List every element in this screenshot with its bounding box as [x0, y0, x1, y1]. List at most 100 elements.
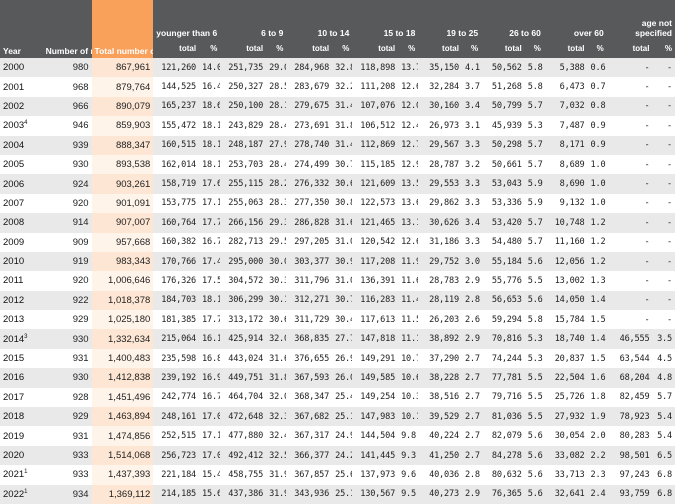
table-row: 2004 939888,347160,51518.1248,18727.9278,… [0, 135, 675, 155]
cell-age-percent: 5.7 [524, 232, 544, 252]
cell-age-percent: - [652, 232, 675, 252]
cell-age-total: 106,512 [352, 116, 399, 136]
year-value: 2012 [3, 294, 25, 306]
subheader-percent: % [199, 40, 221, 58]
cell-age-percent: - [652, 96, 675, 117]
cell-age-total: 53,420 [481, 213, 525, 233]
cell-year: 2009 [0, 232, 43, 252]
cell-age-percent: 29.5 [266, 232, 287, 252]
year-value: 2015 [3, 353, 25, 365]
cell-age-percent: 1.8 [587, 387, 607, 408]
cell-age-percent: 1.0 [587, 193, 607, 214]
subheader-percent: % [652, 40, 675, 58]
cell-age-percent: 3.2 [461, 154, 482, 175]
cell-age-total: 122,573 [352, 193, 399, 214]
cell-age-percent: 3.3 [461, 232, 482, 252]
cell-age-percent: 18.1 [199, 135, 221, 155]
cell-age-percent: 2.7 [461, 368, 482, 388]
cell-year: 2018 [0, 407, 43, 427]
cell-age-percent: 2.3 [587, 465, 607, 485]
cell-age-total: 136,391 [352, 271, 399, 291]
cell-age-total: 29,553 [418, 174, 462, 194]
cell-age-total: 12,056 [543, 251, 588, 272]
cell-age-total: 149,585 [352, 368, 399, 388]
cell-year: 20221 [0, 484, 43, 504]
cell-age-total: 50,799 [481, 96, 525, 117]
cell-age-total: 243,829 [220, 116, 267, 136]
cell-age-percent: 2.9 [461, 329, 482, 349]
cell-age-total: 53,336 [481, 193, 525, 214]
table-row: 202219341,369,112214,18515.6437,38631.93… [0, 484, 675, 504]
cell-age-percent: 2.9 [461, 271, 482, 291]
year-value: 2009 [3, 236, 25, 248]
cell-schools: 909 [42, 232, 92, 252]
cell-age-total: 22,504 [543, 368, 588, 388]
cell-pupils: 957,668 [91, 232, 154, 252]
cell-age-percent: 5.5 [524, 407, 544, 427]
cell-age-total: 63,544 [606, 348, 653, 369]
cell-age-total: - [606, 251, 653, 272]
cell-age-total: 31,186 [418, 232, 462, 252]
subheader-total: total [220, 40, 267, 58]
cell-age-total: 437,386 [220, 484, 267, 504]
cell-age-percent: 25.6 [332, 465, 353, 485]
header-group-15-18: 15 to 18 [352, 0, 419, 40]
table-body: 2000 980867,961121,26014.0251,73529.0284,… [0, 58, 675, 504]
year-value: 2003 [3, 120, 25, 132]
year-value: 2021 [3, 469, 25, 481]
cell-age-percent: 32.0 [266, 387, 287, 408]
cell-pupils: 907,007 [91, 213, 154, 233]
cell-age-total: 7,032 [543, 96, 588, 117]
cell-age-total: 248,187 [220, 135, 267, 155]
cell-age-total: 276,332 [286, 174, 333, 194]
cell-age-percent: 2.7 [461, 387, 482, 408]
cell-age-percent: 31.9 [266, 465, 287, 485]
cell-schools: 933 [42, 445, 92, 466]
year-value: 2017 [3, 391, 25, 403]
cell-age-total: 472,648 [220, 407, 267, 427]
cell-age-percent: 31.8 [266, 368, 287, 388]
cell-age-total: - [606, 310, 653, 330]
cell-age-total: - [606, 116, 653, 136]
cell-age-percent: - [652, 154, 675, 175]
cell-age-total: 221,184 [153, 465, 200, 485]
cell-age-percent: 10.1 [398, 407, 419, 427]
cell-age-total: 147,818 [352, 329, 399, 349]
subheader-percent: % [266, 40, 287, 58]
cell-age-percent: 28.4 [266, 116, 287, 136]
cell-age-total: 214,185 [153, 484, 200, 504]
cell-age-total: 144,525 [153, 77, 200, 97]
cell-age-total: 32,641 [543, 484, 588, 504]
cell-age-total: 130,567 [352, 484, 399, 504]
cell-age-percent: - [652, 174, 675, 194]
cell-year: 2017 [0, 387, 43, 408]
cell-age-total: 81,036 [481, 407, 525, 427]
cell-age-percent: 17.7 [199, 213, 221, 233]
cell-pupils: 1,474,856 [91, 426, 154, 446]
cell-age-percent: 0.9 [587, 116, 607, 136]
cell-age-percent: 30.8 [332, 193, 353, 214]
cell-age-total: - [606, 213, 653, 233]
subheader-total: total [481, 40, 525, 58]
cell-age-percent: 31.8 [332, 116, 353, 136]
cell-age-percent: 17.7 [199, 310, 221, 330]
cell-age-total: 76,365 [481, 484, 525, 504]
cell-age-percent: 4.8 [652, 368, 675, 388]
cell-age-total: 144,504 [352, 426, 399, 446]
cell-age-total: 33,082 [543, 445, 588, 466]
cell-age-percent: 3.7 [461, 77, 482, 97]
cell-age-percent: 1.4 [587, 290, 607, 311]
cell-age-percent: 5.8 [524, 310, 544, 330]
table-row: 201439301,332,634215,06416.1425,91432.03… [0, 329, 675, 349]
table-row: 20119201,006,646176,32617.5304,57230.331… [0, 271, 675, 291]
cell-age-percent: 16.4 [199, 77, 221, 97]
cell-age-percent: 26.9 [332, 348, 353, 369]
cell-age-percent: 30.6 [266, 310, 287, 330]
cell-schools: 929 [42, 407, 92, 427]
cell-age-total: 297,205 [286, 232, 333, 252]
cell-age-percent: 0.6 [587, 58, 607, 78]
cell-schools: 931 [42, 426, 92, 446]
cell-age-total: 13,002 [543, 271, 588, 291]
cell-age-total: 28,787 [418, 154, 462, 175]
cell-pupils: 1,332,634 [91, 329, 154, 349]
